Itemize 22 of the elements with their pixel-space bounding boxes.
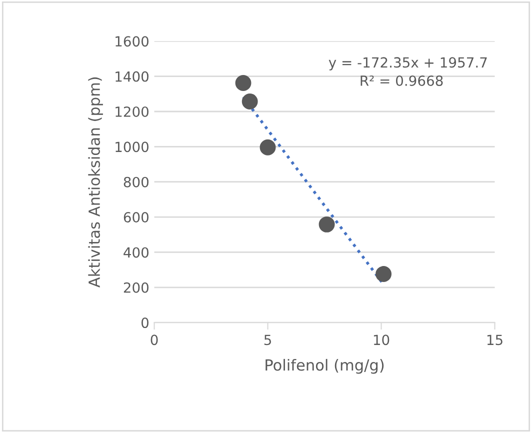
- y-axis-title: Aktivitas Antioksidan (ppm): [88, 77, 103, 288]
- annotation: y = -172.35x + 1957.7: [328, 57, 487, 70]
- point: [318, 216, 335, 232]
- x-tick-label: 0: [150, 334, 158, 346]
- x-tick-label: 10: [374, 334, 390, 346]
- y-tick-label: 1400: [116, 71, 148, 82]
- x-tick-label: 15: [487, 334, 502, 346]
- point: [376, 266, 392, 282]
- y-tick-label: 1000: [116, 142, 148, 152]
- point: [242, 93, 258, 110]
- y-tick-label: 1200: [116, 106, 148, 117]
- x-axis-title: Polifenol (mg/g): [266, 358, 384, 374]
- y-tick-label: 0: [142, 318, 148, 328]
- point: [235, 75, 252, 91]
- annotation: R² = 0.9668: [360, 75, 443, 86]
- y-tick-label: 200: [124, 282, 148, 293]
- y-tick-label: 800: [124, 176, 148, 188]
- y-tick-label: 1600: [116, 36, 148, 47]
- point: [260, 139, 276, 156]
- y-tick-label: 600: [124, 212, 148, 223]
- y-tick-label: 400: [124, 247, 148, 258]
- x-tick-label: 5: [264, 334, 271, 346]
